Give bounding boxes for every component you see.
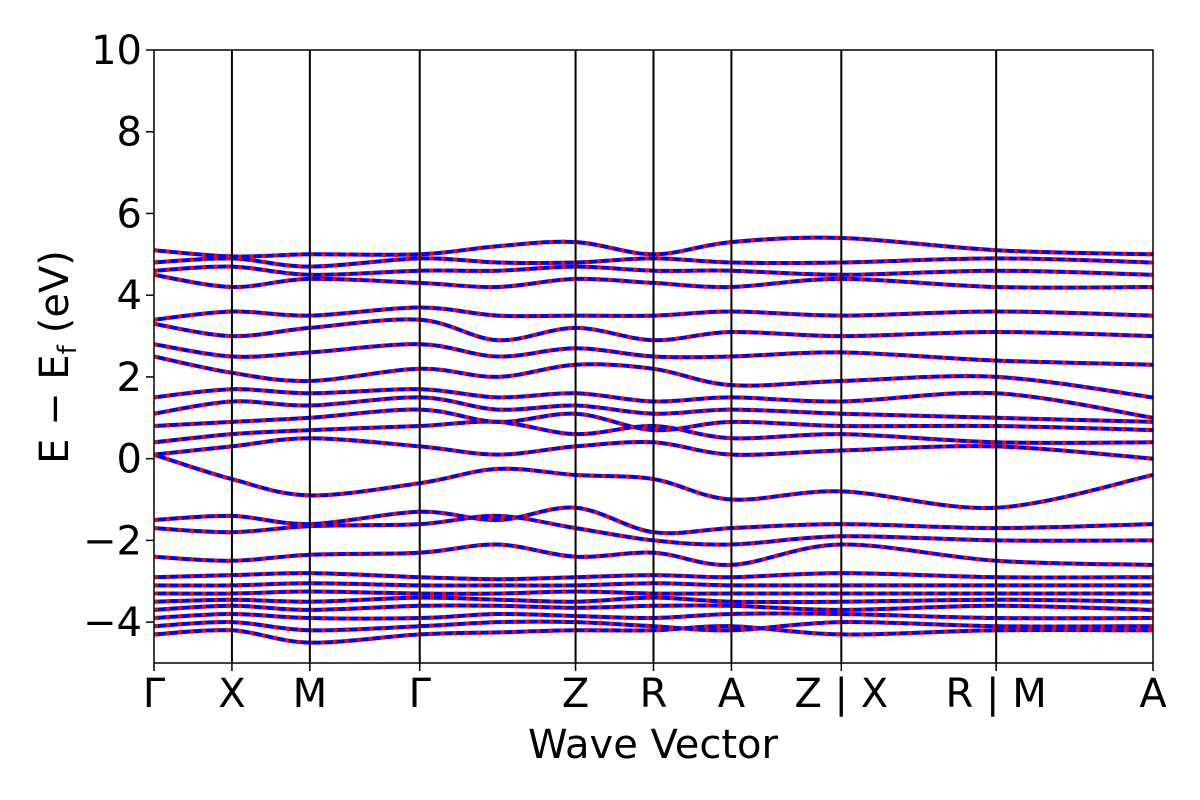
- x-tick-label: Γ: [409, 671, 432, 717]
- band-line-overlay: [154, 589, 1153, 596]
- x-tick-label: M: [293, 671, 328, 717]
- y-tick-label: −4: [83, 600, 142, 646]
- band-line-overlay: [154, 235, 1153, 259]
- x-tick-label: R: [640, 671, 668, 717]
- band-line: [154, 624, 1153, 645]
- band-line-overlay: [154, 317, 1153, 343]
- y-tick-label: 8: [117, 110, 142, 156]
- band-line-overlay: [154, 342, 1153, 367]
- x-tick-label: Z: [562, 671, 589, 717]
- y-tick-label: 2: [117, 355, 142, 401]
- band-line: [154, 272, 1153, 290]
- band-line-overlay: [154, 513, 1153, 547]
- x-tick-label: R | M: [946, 671, 1047, 717]
- band-line-overlay: [154, 595, 1153, 605]
- x-axis-ticks: Γ X M Γ Z R A Z | X R | M A: [143, 663, 1167, 717]
- y-tick-label: −2: [83, 518, 142, 564]
- band-line-overlay: [154, 611, 1153, 621]
- y-tick-label: 4: [117, 273, 142, 319]
- band-line: [154, 264, 1153, 277]
- x-tick-label: A: [1139, 671, 1167, 717]
- y-tick-label: 10: [91, 28, 142, 74]
- y-axis-label-main: E − E: [32, 354, 78, 464]
- band-line: [154, 305, 1153, 322]
- band-line: [154, 256, 1153, 269]
- y-axis-label-subscript: f: [53, 344, 83, 354]
- band-line-overlay: [154, 505, 1153, 536]
- band-line-overlay: [154, 395, 1153, 424]
- band-line: [154, 387, 1153, 420]
- band-line-overlay: [154, 542, 1153, 567]
- band-line-overlay: [154, 354, 1153, 400]
- band-line: [154, 407, 1153, 433]
- y-axis-label-unit: (eV): [32, 250, 78, 333]
- y-tick-label: 0: [117, 437, 142, 483]
- x-tick-label: Γ: [143, 671, 166, 717]
- band-line-overlay: [154, 436, 1153, 461]
- band-lines: [154, 235, 1153, 645]
- x-tick-label: A: [718, 671, 746, 717]
- band-line: [154, 452, 1153, 510]
- y-axis-label: E − Ef (eV): [32, 250, 83, 464]
- band-line: [154, 619, 1153, 633]
- band-line-overlay: [154, 571, 1153, 582]
- high-symmetry-lines: [230, 50, 998, 663]
- x-tick-label: Z | X: [794, 671, 888, 717]
- y-axis-ticks: 10 8 6 4 2 0 −2 −4: [83, 28, 154, 646]
- x-axis-label: Wave Vector: [528, 722, 779, 768]
- band-line-overlay: [154, 603, 1153, 612]
- x-tick-label: X: [218, 671, 245, 717]
- band-line-overlay: [154, 581, 1153, 588]
- y-tick-label: 6: [117, 191, 142, 237]
- band-line-overlay: [154, 419, 1153, 445]
